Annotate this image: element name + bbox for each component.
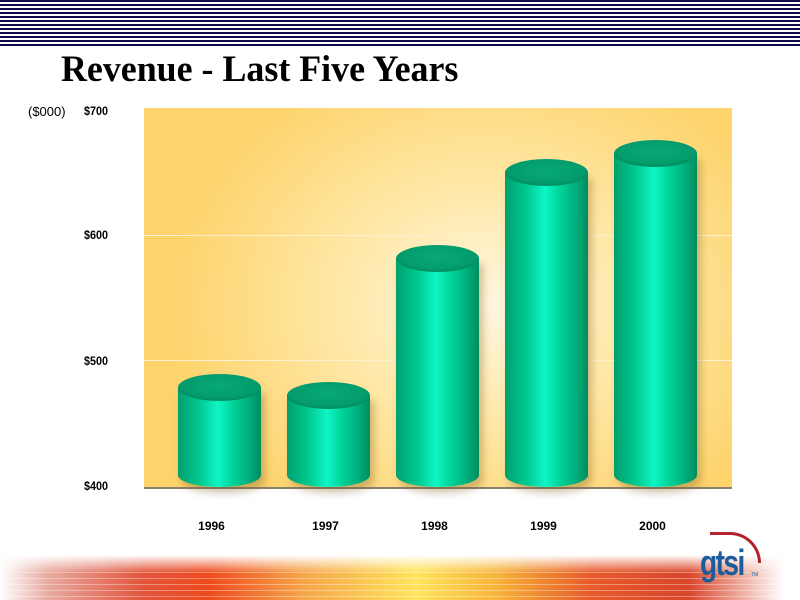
- gridline-600: [144, 235, 732, 236]
- bar-2000: [614, 140, 697, 487]
- x-tick-1999: 1999: [530, 519, 557, 533]
- x-tick-1998: 1998: [421, 519, 448, 533]
- bar-top-cap: [178, 374, 261, 401]
- bar-1999: [505, 159, 588, 487]
- bar-1996: [178, 374, 261, 487]
- bar-top-cap: [396, 245, 479, 273]
- bar-1998: [396, 245, 479, 487]
- footer-circuit-lines: [0, 572, 800, 600]
- bar-top-cap: [505, 159, 588, 186]
- logo-trademark: TM: [751, 572, 759, 578]
- slide-title: Revenue - Last Five Years: [61, 49, 459, 90]
- x-tick-2000: 2000: [639, 519, 666, 533]
- bar-1997: [287, 381, 370, 487]
- x-tick-1997: 1997: [312, 519, 339, 533]
- x-tick-1996: 1996: [198, 519, 225, 533]
- y-tick-500: $500: [84, 354, 109, 368]
- gtsi-logo: gtsi TM: [700, 532, 770, 588]
- bar-top-cap: [614, 140, 697, 168]
- y-tick-700: $700: [84, 104, 109, 118]
- bar-top-cap: [287, 381, 370, 409]
- logo-text: gtsi: [700, 542, 745, 583]
- y-tick-600: $600: [84, 228, 109, 242]
- header-stripes: [0, 0, 800, 46]
- y-tick-400: $400: [84, 479, 109, 493]
- y-axis-unit-label: ($000): [28, 104, 66, 119]
- footer-decorative-band: [0, 555, 800, 600]
